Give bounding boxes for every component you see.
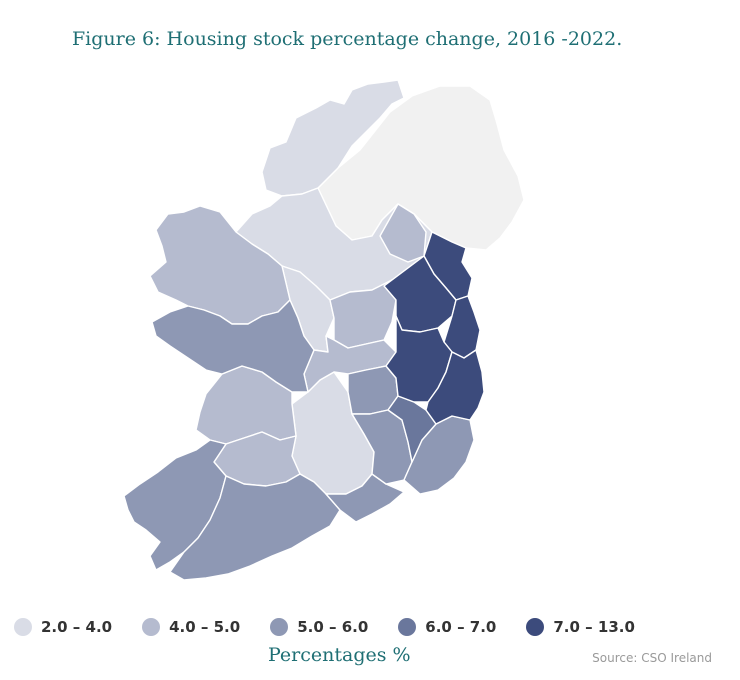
county-wicklow (425, 349, 485, 425)
county-monaghan (379, 203, 427, 263)
county-westmeath (329, 279, 397, 349)
county-galway (151, 299, 315, 393)
legend-swatch (142, 618, 161, 636)
units-label: Percentages % (268, 644, 411, 666)
legend-item: 7.0 – 13.0 (526, 618, 635, 636)
legend-label: 6.0 – 7.0 (425, 618, 497, 636)
legend-label: 4.0 – 5.0 (169, 618, 241, 636)
county-waterford (325, 473, 405, 523)
legend-swatch (526, 618, 545, 636)
legend-item: 4.0 – 5.0 (142, 618, 240, 636)
legend-item: 5.0 – 6.0 (270, 618, 368, 636)
legend-swatch (398, 618, 417, 636)
legend-swatch (14, 618, 32, 636)
legend-item: 6.0 – 7.0 (398, 618, 496, 636)
figure-title: Figure 6: Housing stock percentage chang… (72, 28, 623, 50)
source-note: Source: CSO Ireland (592, 651, 712, 665)
map-legend: 2.0 – 4.0 4.0 – 5.0 5.0 – 6.0 6.0 – 7.0 … (14, 618, 665, 636)
legend-item: 2.0 – 4.0 (14, 618, 112, 636)
legend-swatch (270, 618, 289, 636)
county-carlow (387, 395, 437, 463)
legend-label: 5.0 – 6.0 (297, 618, 369, 636)
legend-label: 7.0 – 13.0 (553, 618, 635, 636)
county-cork (169, 473, 341, 581)
legend-label: 2.0 – 4.0 (41, 618, 113, 636)
